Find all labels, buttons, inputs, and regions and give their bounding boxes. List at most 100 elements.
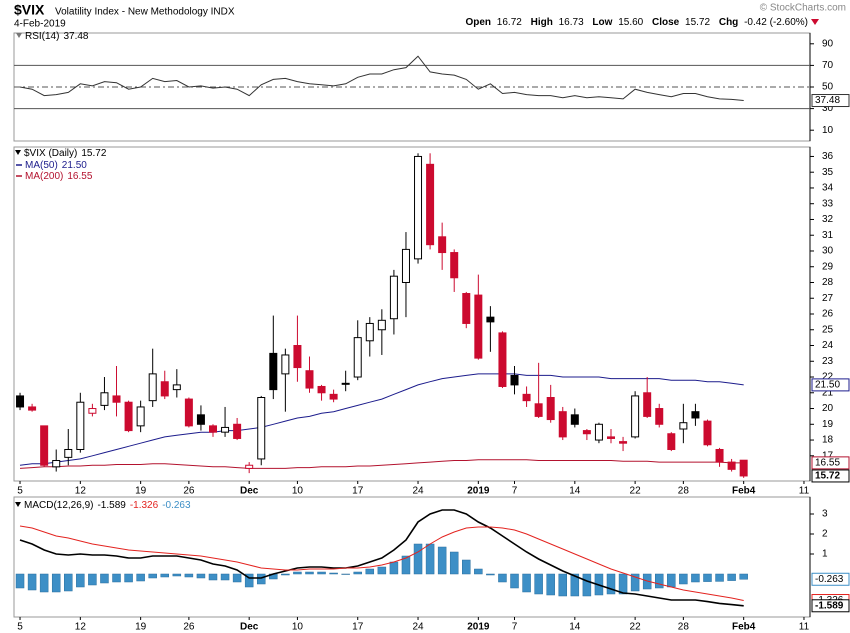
- y-tick-label: 1: [822, 549, 828, 560]
- x-tick-label: 2019: [467, 486, 490, 497]
- candle-body: [715, 448, 724, 463]
- moving-average: [19, 459, 744, 469]
- legend-name: MA(200): [25, 171, 63, 182]
- histogram-bar: [305, 571, 314, 575]
- candle-body: [389, 275, 398, 320]
- y-tick-label: 50: [822, 82, 834, 93]
- candle-body: [498, 332, 507, 387]
- y-tick-label: 28: [822, 277, 834, 288]
- panel-frame: [13, 496, 811, 618]
- candle-body: [739, 459, 748, 477]
- histogram-bar: [148, 573, 157, 579]
- legend-marker: [16, 33, 22, 38]
- candle-body: [643, 392, 652, 417]
- candle-body: [184, 398, 193, 427]
- legend-value: 15.72: [81, 148, 106, 159]
- y-tick-label: 35: [822, 167, 834, 178]
- candle-body: [522, 393, 531, 402]
- histogram-bar: [353, 571, 362, 575]
- candle-body: [703, 420, 712, 446]
- y-tick-label: 30: [822, 246, 834, 257]
- panel-frame: [13, 146, 811, 482]
- x-tick-label: 26: [183, 622, 195, 633]
- candle-body: [221, 426, 230, 433]
- candle-body: [281, 354, 290, 375]
- x-tick-label: Feb4: [732, 486, 756, 497]
- candle-body: [341, 382, 350, 385]
- candle-body: [607, 436, 615, 439]
- candle-body: [160, 381, 169, 397]
- value-box: [811, 572, 850, 586]
- histogram-bar: [15, 573, 25, 589]
- value-box-label: 15.72: [815, 471, 840, 482]
- quote-label: Close: [652, 17, 680, 28]
- legend-value: -1.326: [130, 500, 159, 511]
- candle-body: [293, 345, 302, 369]
- histogram-bar: [510, 573, 519, 589]
- candle-body: [582, 430, 591, 435]
- y-tick-label: 34: [822, 183, 834, 194]
- value-box-label: 37.48: [815, 95, 840, 106]
- histogram-bar: [88, 573, 97, 586]
- value-box-label: -1.589: [815, 600, 844, 611]
- candle-body: [474, 294, 483, 359]
- candle-body: [172, 384, 181, 391]
- candle-body: [196, 414, 205, 425]
- x-tick-label: 22: [630, 486, 642, 497]
- date: 4-Feb-2019: [14, 19, 66, 30]
- histogram-bar: [401, 555, 411, 575]
- legend-value: -0.263: [162, 500, 191, 511]
- y-tick-label: 2: [822, 529, 828, 540]
- value-box-label: -0.263: [815, 574, 844, 585]
- y-tick-label: 10: [822, 125, 834, 136]
- histogram-bar: [425, 543, 435, 575]
- symbol: $VIX: [14, 2, 45, 18]
- histogram-bar: [606, 573, 616, 595]
- quote-label: Low: [592, 17, 612, 28]
- histogram-bar: [715, 573, 724, 582]
- histogram-bar: [208, 573, 218, 581]
- histogram-bar: [618, 573, 628, 595]
- candle-body: [317, 385, 326, 394]
- candle-body: [64, 448, 73, 458]
- candle-body: [88, 408, 97, 414]
- y-tick-label: 18: [822, 435, 834, 446]
- y-tick-label: 27: [822, 293, 834, 304]
- candle-body: [112, 395, 121, 403]
- candle-body: [414, 155, 423, 260]
- candle-body: [667, 433, 676, 450]
- candle-body: [136, 406, 145, 427]
- histogram-bar: [64, 573, 73, 592]
- histogram-bar: [341, 573, 350, 575]
- candle-body: [76, 401, 85, 450]
- histogram-bar: [534, 573, 543, 595]
- macd-line: [19, 509, 744, 607]
- histogram-bar: [630, 573, 640, 592]
- histogram-bar: [172, 573, 182, 577]
- x-tick-label: 5: [17, 486, 23, 497]
- x-tick-label: 7: [512, 486, 518, 497]
- candle-body: [257, 397, 266, 460]
- x-tick-label: 11: [799, 622, 810, 633]
- histogram-bar: [160, 573, 170, 578]
- candle-body: [209, 425, 217, 433]
- quote-value: 15.72: [685, 17, 710, 28]
- x-tick-label: 22: [630, 622, 642, 633]
- histogram-bar: [498, 573, 507, 583]
- legend-value: 37.48: [63, 31, 88, 42]
- candle-body: [40, 425, 49, 466]
- y-tick-label: 26: [822, 309, 834, 320]
- legend: MA(50) 21.50: [25, 160, 87, 171]
- quote-line: Open 16.72 High 16.73 Low 15.60 Close 15…: [465, 17, 808, 28]
- candle-body: [691, 411, 700, 419]
- candle-body: [245, 464, 254, 469]
- histogram-bar: [413, 543, 423, 575]
- candle-body: [124, 401, 133, 432]
- watermark: © StockCharts.com: [760, 3, 846, 14]
- legend-value: 21.50: [62, 160, 87, 171]
- histogram-bar: [703, 573, 712, 582]
- histogram-bar: [184, 573, 194, 578]
- candle-body: [377, 319, 386, 331]
- candle-body: [510, 374, 519, 386]
